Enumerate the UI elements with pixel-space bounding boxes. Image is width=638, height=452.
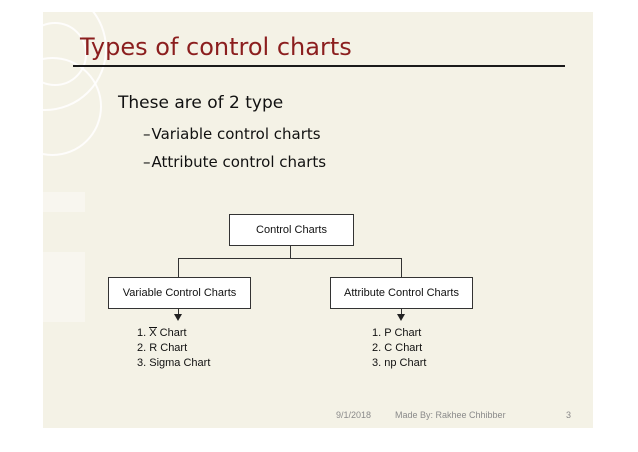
footer-page-number: 3: [566, 410, 572, 420]
attribute-node-box: Attribute Control Charts: [330, 277, 473, 309]
bullet-dash: –: [143, 125, 151, 143]
list-item: 3. Sigma Chart: [137, 357, 211, 369]
arrow-down-icon: [397, 314, 405, 321]
connector-line: [290, 245, 291, 259]
list-item: 1. P Chart: [372, 327, 422, 339]
decorative-band: [43, 252, 85, 322]
arrow-down-icon: [174, 314, 182, 321]
slide-title: Types of control charts: [80, 33, 352, 61]
title-underline: [73, 65, 565, 67]
list-item: 2. R Chart: [137, 342, 188, 354]
connector-line: [401, 308, 402, 316]
connector-line: [178, 258, 179, 277]
x-bar-symbol: X: [149, 327, 157, 339]
root-node-box: Control Charts: [229, 214, 354, 246]
footer-date: 9/1/2018: [336, 410, 372, 420]
connector-line: [178, 308, 179, 316]
list-item: 3. np Chart: [372, 357, 427, 369]
attribute-chart-list: 1. P Chart 2. C Chart 3. np Chart: [372, 326, 426, 371]
connector-line: [401, 258, 402, 277]
bullet-item: –Variable control charts: [143, 125, 321, 143]
list-item: 1. X Chart: [137, 327, 187, 339]
footer-author: Made By: Rakhee Chhibber: [395, 410, 506, 420]
bullet-item: –Attribute control charts: [143, 153, 326, 171]
list-item: 2. C Chart: [372, 342, 423, 354]
connector-line: [178, 258, 402, 259]
attribute-node-label: Attribute Control Charts: [344, 287, 459, 299]
body-text: These are of 2 type: [118, 93, 284, 113]
bullet-text: Variable control charts: [151, 125, 321, 143]
bullet-dash: –: [143, 153, 151, 171]
variable-node-label: Variable Control Charts: [122, 287, 237, 299]
bullet-text: Attribute control charts: [151, 153, 327, 171]
root-node-label: Control Charts: [256, 224, 327, 236]
variable-chart-list: 1. X Chart 2. R Chart 3. Sigma Chart: [137, 326, 210, 371]
variable-node-box: Variable Control Charts: [108, 277, 251, 309]
decorative-band: [43, 192, 85, 212]
